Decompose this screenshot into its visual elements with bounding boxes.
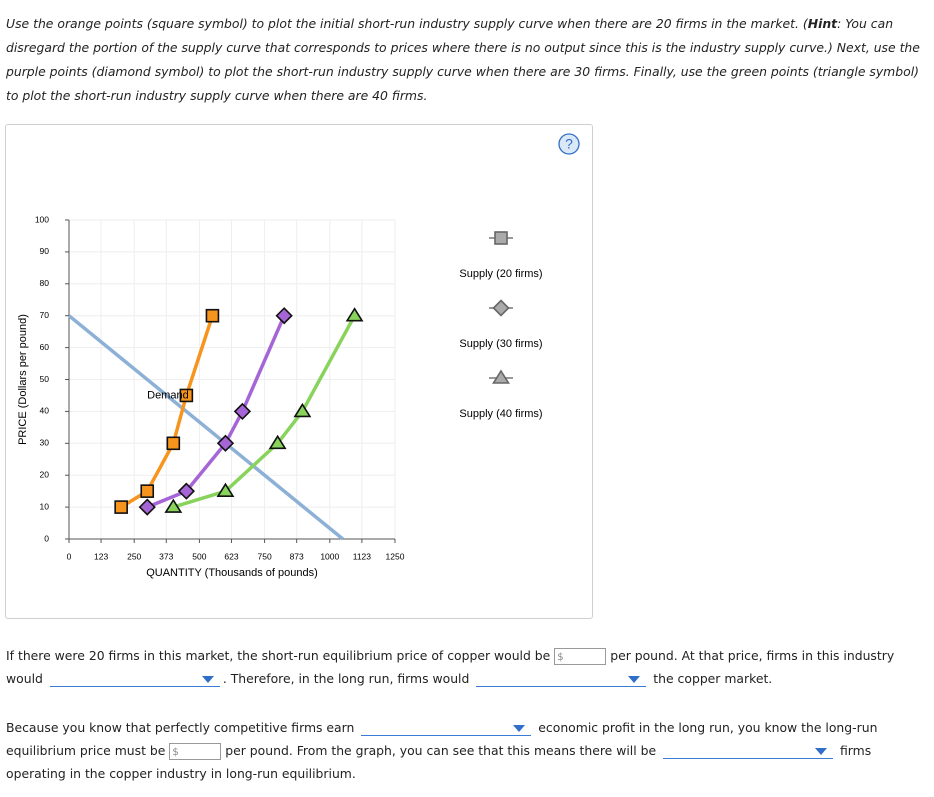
x-tick-label: 623 bbox=[224, 551, 238, 561]
y-tick-label: 30 bbox=[40, 438, 50, 448]
question-2: Because you know that perfectly competit… bbox=[6, 716, 924, 785]
point bbox=[166, 436, 181, 451]
q-text: per pound. From the graph, you can see t… bbox=[225, 743, 657, 758]
demand-label: Demand bbox=[147, 389, 189, 401]
x-axis-title: QUANTITY (Thousands of pounds) bbox=[146, 567, 318, 579]
instruction-text: Use the orange points (square symbol) to… bbox=[6, 16, 808, 31]
dropdown[interactable] bbox=[663, 744, 834, 759]
q-text: economic profit in the long run, you kno… bbox=[6, 720, 878, 758]
x-tick-label: 0 bbox=[67, 551, 72, 561]
x-tick-label: 250 bbox=[127, 551, 141, 561]
legend-icon bbox=[492, 369, 510, 384]
q-text: . Therefore, in the long run, firms woul… bbox=[222, 671, 470, 686]
y-tick-label: 0 bbox=[44, 533, 49, 543]
q-text: per pound. At that price, firms in this … bbox=[6, 648, 895, 686]
legend-icon bbox=[492, 299, 510, 317]
q-text: Because you know that perfectly competit… bbox=[6, 720, 355, 735]
x-tick-label: 750 bbox=[258, 551, 272, 561]
demand-line bbox=[67, 314, 344, 541]
x-tick-label: 500 bbox=[192, 551, 206, 561]
point bbox=[177, 482, 195, 500]
x-tick-label: 1123 bbox=[353, 551, 372, 561]
dropdown[interactable] bbox=[361, 721, 532, 736]
instruction-text: : You can disregard the portion of the s… bbox=[6, 16, 920, 103]
x-tick-label: 373 bbox=[159, 551, 173, 561]
y-tick-label: 50 bbox=[40, 374, 50, 384]
dropdown[interactable] bbox=[476, 672, 647, 687]
graph-panel: ? 0 10 20 30 40 50 60 70 80 90 100 0 123 250 373 500 623… bbox=[5, 124, 593, 619]
y-tick-label: 100 bbox=[35, 214, 49, 224]
point bbox=[140, 484, 155, 498]
y-tick-label: 90 bbox=[40, 246, 50, 256]
legend-label: Supply (30 firms) bbox=[459, 338, 542, 350]
q-text: the copper market. bbox=[653, 671, 773, 686]
point bbox=[233, 402, 252, 421]
q-text: If there were 20 firms in this market, t… bbox=[6, 648, 551, 663]
point bbox=[164, 498, 183, 513]
point bbox=[138, 498, 156, 516]
x-tick-label: 123 bbox=[94, 551, 108, 561]
y-tick-label: 70 bbox=[40, 310, 50, 320]
help-icon[interactable] bbox=[558, 133, 580, 155]
legend-label: Supply (40 firms) bbox=[459, 408, 542, 420]
point bbox=[179, 388, 194, 403]
point bbox=[216, 482, 235, 497]
point bbox=[216, 434, 235, 452]
question-1: If there were 20 firms in this market, t… bbox=[6, 644, 924, 690]
y-tick-label: 60 bbox=[40, 342, 50, 352]
price-input[interactable]: $ bbox=[554, 648, 607, 665]
x-tick-label: 873 bbox=[290, 551, 304, 561]
x-tick-label: 1000 bbox=[320, 551, 339, 561]
y-tick-label: 10 bbox=[40, 501, 50, 511]
dropdown[interactable] bbox=[49, 672, 220, 687]
legend-icon bbox=[494, 231, 508, 245]
y-tick-label: 40 bbox=[40, 406, 50, 416]
price-input[interactable]: $ bbox=[169, 743, 222, 760]
point bbox=[205, 308, 220, 323]
q-text: firms operating in the copper industry i… bbox=[6, 743, 872, 781]
y-tick-label: 20 bbox=[40, 469, 50, 479]
help-text[interactable]: ? bbox=[565, 136, 573, 152]
point bbox=[345, 307, 364, 322]
hint-label: Hint bbox=[807, 16, 838, 31]
y-axis-title: PRICE (Dollars per pound) bbox=[17, 314, 29, 445]
point bbox=[293, 402, 312, 418]
point bbox=[268, 434, 287, 450]
legend-label: Supply (20 firms) bbox=[459, 268, 542, 280]
point bbox=[275, 307, 293, 325]
instructions: Use the orange points (square symbol) to… bbox=[6, 12, 921, 108]
y-tick-label: 80 bbox=[40, 278, 50, 288]
point bbox=[114, 500, 128, 514]
x-tick-label: 1250 bbox=[386, 551, 405, 561]
